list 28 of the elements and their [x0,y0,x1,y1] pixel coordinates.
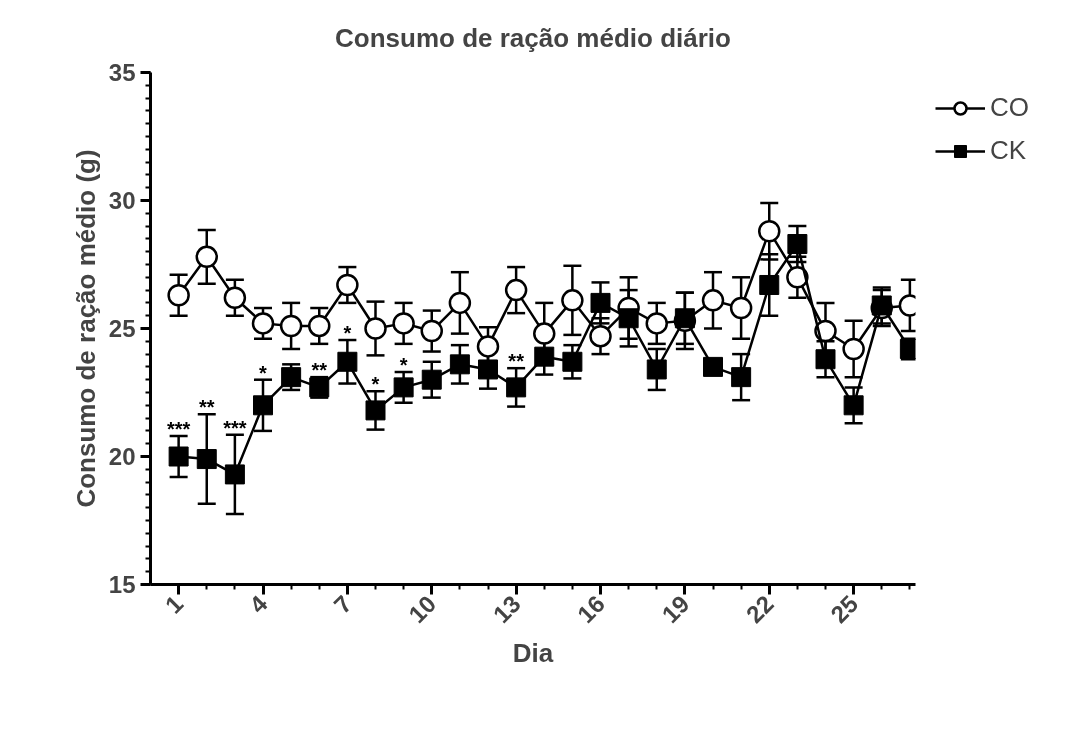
y-axis-title: Consumo de ração médio (g) [70,149,101,508]
data-label: * [259,361,268,384]
x-axis-title: Dia [512,638,554,669]
x-tick-label: 1 [159,589,189,619]
data-label: *** [223,416,247,439]
x-tick-label: 19 [656,589,695,628]
x-tick-label: 10 [403,589,442,628]
x-tick-label: 22 [740,589,779,628]
data-label: * [371,373,380,396]
data-label: ** [311,359,328,382]
legend-label: CO [990,92,1029,123]
data-label: ** [508,350,525,373]
x-tick-label: 16 [572,589,611,628]
legend-label: CK [990,135,1027,166]
data-label: * [343,322,352,345]
data-label: * [399,354,408,377]
y-tick-label: 30 [108,187,136,214]
x-tick-label: 25 [825,589,864,628]
x-tick-label: 7 [328,589,357,619]
y-tick-label: 25 [108,315,136,342]
y-tick-label: 15 [108,571,136,598]
chart-title: Consumo de ração médio diário [335,22,731,53]
data-label: *** [166,418,191,441]
y-tick-label: 20 [108,443,136,470]
x-tick-label: 4 [244,589,273,619]
x-tick-label: 13 [487,589,526,628]
y-tick-label: 35 [108,59,136,86]
data-label: ** [198,396,215,419]
